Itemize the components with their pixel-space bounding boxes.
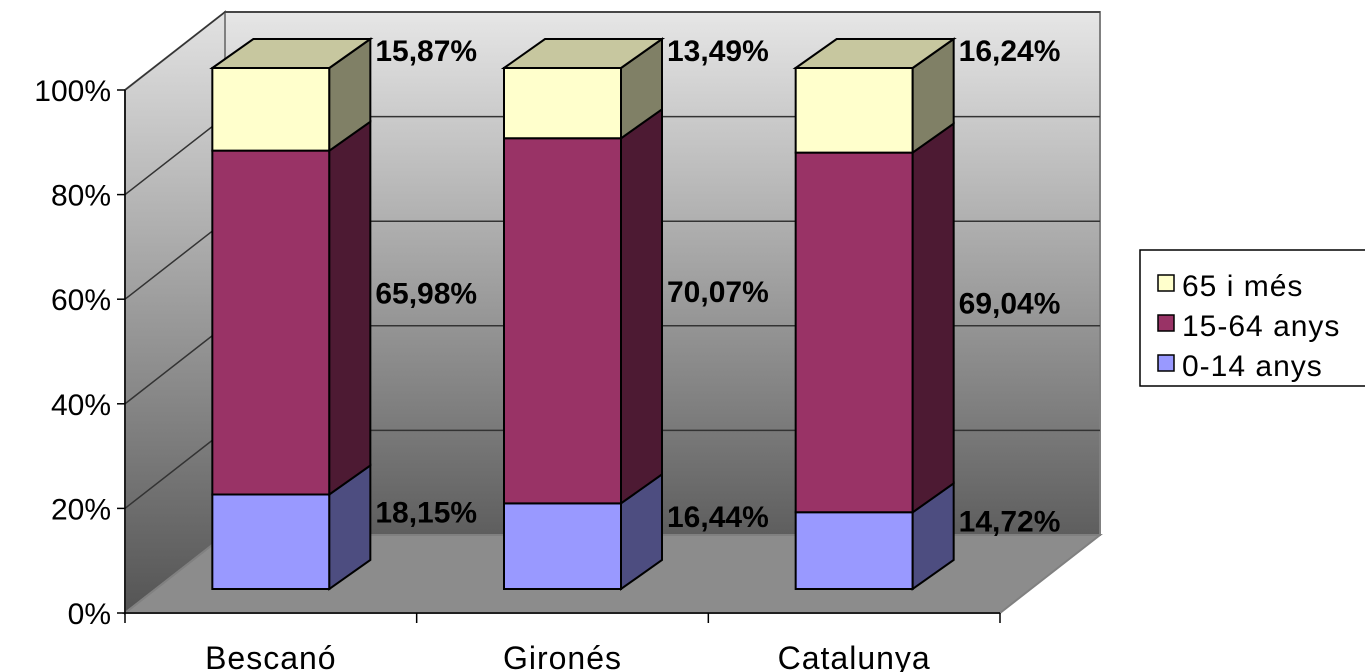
legend-swatch xyxy=(1157,314,1175,332)
data-label: 65,98% xyxy=(375,278,477,311)
legend-box xyxy=(1139,249,1365,387)
data-labels: 18,15% 65,98% 15,87% 16,44% 70,07% 13,49% 14,7… xyxy=(375,35,1060,539)
bar-top xyxy=(792,38,957,69)
data-label: 16,44% xyxy=(667,501,769,534)
bar-segment-front xyxy=(794,151,914,514)
bar-segment-side xyxy=(328,119,372,497)
x-tick-label: Gironés xyxy=(503,640,622,672)
bar-segment-side xyxy=(620,107,663,506)
bar-top xyxy=(209,38,374,69)
x-tick-label: Bescanó xyxy=(205,640,337,672)
y-axis: 0% 20% 40% 60% 80% 100% xyxy=(34,75,126,631)
data-label: 15,87% xyxy=(375,35,477,68)
bar-segment-front xyxy=(794,511,914,590)
bar-segment-front xyxy=(211,67,331,152)
bar-segment-side xyxy=(911,121,955,515)
data-label: 14,72% xyxy=(959,506,1061,539)
legend-label: 15-64 anys xyxy=(1182,310,1340,343)
bar-segment-front xyxy=(503,137,622,505)
legend: 65 i més 15-64 anys 0-14 anys xyxy=(1139,249,1365,387)
y-tick-label: 20% xyxy=(51,493,111,526)
legend-swatch xyxy=(1157,354,1175,372)
bar-segment-front xyxy=(503,502,622,590)
y-tick-label: 100% xyxy=(34,75,111,108)
gridline xyxy=(124,11,1100,91)
legend-swatch xyxy=(1157,274,1175,292)
y-tick-label: 80% xyxy=(51,180,111,213)
side-wall xyxy=(124,9,226,616)
y-tick-label: 60% xyxy=(51,284,111,317)
data-label: 16,24% xyxy=(959,35,1061,68)
legend-label: 65 i més xyxy=(1182,270,1303,303)
bar-segment-front xyxy=(211,493,331,590)
data-label: 18,15% xyxy=(375,497,477,530)
y-tick-label: 0% xyxy=(68,598,111,631)
bar-segment-front xyxy=(211,149,331,496)
data-label: 69,04% xyxy=(959,287,1061,320)
data-label: 70,07% xyxy=(667,276,769,309)
bar-segment-front xyxy=(503,67,622,140)
legend-label: 0-14 anys xyxy=(1182,350,1323,383)
data-label: 13,49% xyxy=(667,35,769,68)
bar-top xyxy=(500,38,666,69)
bar-segment-front xyxy=(794,67,914,154)
bars xyxy=(209,37,957,591)
x-axis: Bescanó Gironés Catalunya xyxy=(124,612,1001,672)
y-tick-label: 40% xyxy=(51,389,111,422)
x-tick-label: Catalunya xyxy=(778,640,931,672)
